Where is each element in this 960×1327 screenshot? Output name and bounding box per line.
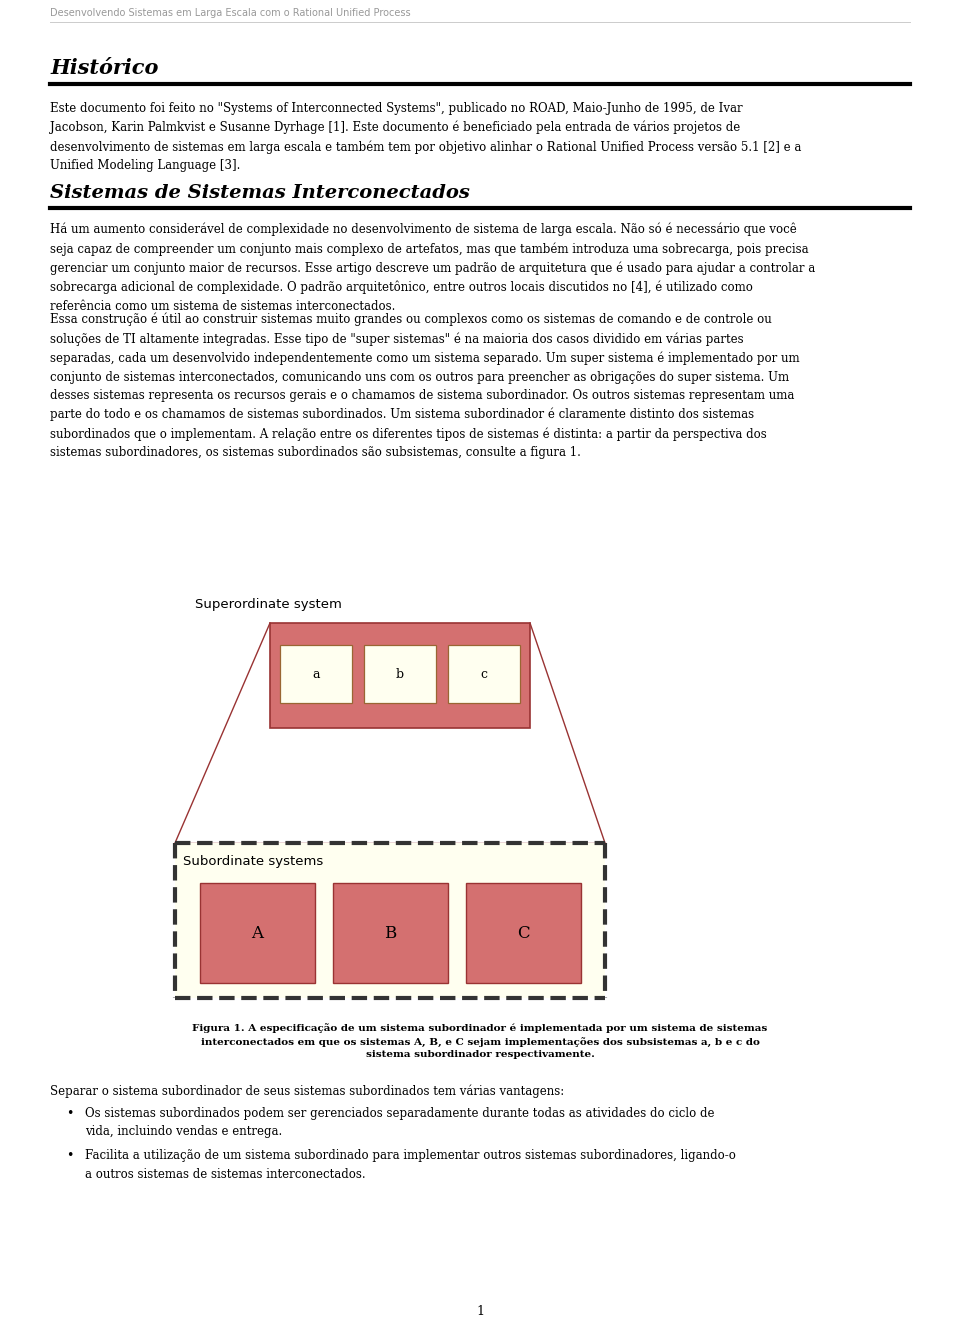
Text: Essa construção é útil ao construir sistemas muito grandes ou complexos como os : Essa construção é útil ao construir sist… (50, 313, 800, 459)
Polygon shape (175, 843, 605, 998)
Polygon shape (364, 645, 436, 703)
Polygon shape (200, 882, 315, 983)
Text: Figura 1. A especificação de um sistema subordinador é implementada por um siste: Figura 1. A especificação de um sistema … (192, 1023, 768, 1059)
Text: Separar o sistema subordinador de seus sistemas subordinados tem várias vantagen: Separar o sistema subordinador de seus s… (50, 1085, 564, 1099)
Polygon shape (270, 622, 530, 729)
Polygon shape (332, 882, 447, 983)
Text: c: c (481, 667, 488, 681)
Polygon shape (466, 882, 581, 983)
Text: Há um aumento considerável de complexidade no desenvolvimento de sistema de larg: Há um aumento considerável de complexida… (50, 223, 815, 313)
Text: B: B (384, 925, 396, 941)
Text: Sistemas de Sistemas Interconectados: Sistemas de Sistemas Interconectados (50, 184, 469, 202)
Text: •: • (66, 1149, 74, 1162)
Text: C: C (516, 925, 529, 941)
Text: b: b (396, 667, 404, 681)
Text: a: a (312, 667, 320, 681)
Text: Subordinate systems: Subordinate systems (183, 855, 324, 868)
Text: Superordinate system: Superordinate system (195, 598, 342, 610)
Text: Desenvolvendo Sistemas em Larga Escala com o Rational Unified Process: Desenvolvendo Sistemas em Larga Escala c… (50, 8, 411, 19)
Polygon shape (448, 645, 520, 703)
Text: Facilita a utilização de um sistema subordinado para implementar outros sistemas: Facilita a utilização de um sistema subo… (85, 1149, 736, 1181)
Text: Os sistemas subordinados podem ser gerenciados separadamente durante todas as at: Os sistemas subordinados podem ser geren… (85, 1107, 714, 1139)
Polygon shape (280, 645, 352, 703)
Text: Este documento foi feito no "Systems of Interconnected Systems", publicado no RO: Este documento foi feito no "Systems of … (50, 102, 802, 173)
Text: A: A (251, 925, 263, 941)
Text: Histórico: Histórico (50, 58, 158, 78)
Text: •: • (66, 1107, 74, 1120)
Text: 1: 1 (476, 1304, 484, 1318)
